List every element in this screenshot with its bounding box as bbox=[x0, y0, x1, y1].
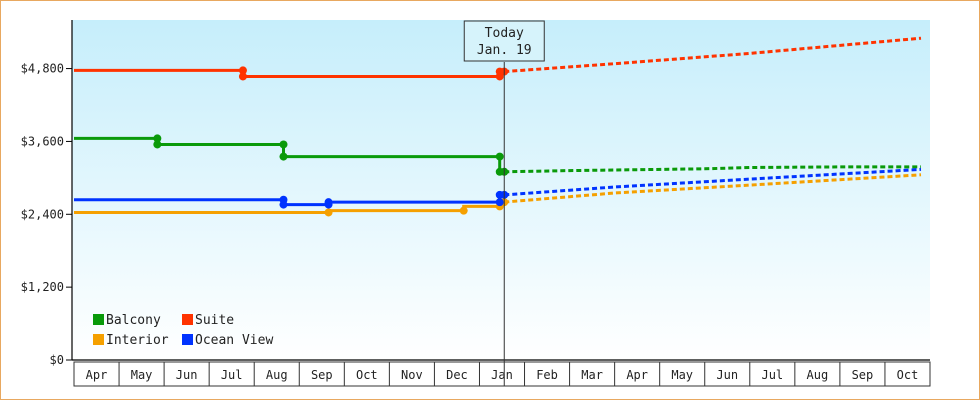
series-layer bbox=[74, 36, 922, 217]
legend-swatch-suite bbox=[182, 314, 193, 325]
x-tick-label: Dec bbox=[446, 368, 468, 382]
y-tick-label: $2,400 bbox=[21, 207, 64, 221]
data-point bbox=[153, 134, 162, 143]
y-axis: $0 $1,200 $2,400 $3,600 $4,800 bbox=[21, 20, 73, 367]
legend-label-balcony: Balcony bbox=[106, 313, 161, 328]
y-tick-label: $0 bbox=[50, 353, 64, 367]
data-point bbox=[279, 140, 288, 149]
today-date: Jan. 19 bbox=[477, 43, 532, 58]
today-label: Today bbox=[485, 26, 524, 41]
series-ocean-view bbox=[74, 167, 922, 209]
today-box bbox=[463, 20, 545, 62]
legend: Balcony Suite Interior Ocean View bbox=[93, 313, 273, 348]
legend-label-suite: Suite bbox=[195, 313, 234, 328]
series-suite bbox=[74, 36, 922, 81]
x-tick-label: Sep bbox=[311, 368, 333, 382]
data-point bbox=[459, 206, 468, 215]
x-tick-label: Jun bbox=[716, 368, 738, 382]
y-tick-label: $3,600 bbox=[21, 134, 64, 148]
x-tick-label: Nov bbox=[401, 368, 423, 382]
series-line-forecast bbox=[504, 167, 922, 197]
x-tick-label: Mar bbox=[581, 368, 603, 382]
today-marker: Today Jan. 19 bbox=[463, 20, 545, 386]
x-tick-label: Jul bbox=[761, 368, 783, 382]
legend-label-ocean-view: Ocean View bbox=[195, 333, 273, 348]
data-point bbox=[279, 152, 288, 161]
data-point bbox=[153, 140, 162, 149]
x-tick-label: Jun bbox=[176, 368, 198, 382]
data-point bbox=[324, 198, 333, 207]
x-tick-label: Aug bbox=[807, 368, 829, 382]
x-tick-label: Oct bbox=[356, 368, 378, 382]
y-tick-label: $4,800 bbox=[21, 62, 64, 76]
legend-label-interior: Interior bbox=[106, 333, 169, 348]
x-tick-label: Feb bbox=[536, 368, 558, 382]
data-point bbox=[324, 208, 333, 217]
x-axis-band bbox=[73, 361, 931, 387]
x-tick-label: Oct bbox=[897, 368, 919, 382]
y-tick-label: $1,200 bbox=[21, 280, 64, 294]
data-point bbox=[495, 152, 504, 161]
x-tick-label: Sep bbox=[852, 368, 874, 382]
series-line-forecast bbox=[504, 36, 922, 74]
x-axis: Apr May Jun Jul Aug Sep Oct Nov Dec Jan Feb Mar Apr M… bbox=[72, 359, 931, 387]
x-tick-label: Aug bbox=[266, 368, 288, 382]
x-tick-label: Jan bbox=[491, 368, 513, 382]
data-point bbox=[495, 198, 504, 207]
legend-swatch-ocean-view bbox=[182, 334, 193, 345]
legend-swatch-balcony bbox=[93, 314, 104, 325]
x-tick-label: Jul bbox=[221, 368, 243, 382]
series-balcony bbox=[74, 134, 921, 176]
series-line-forecast bbox=[504, 173, 922, 204]
x-tick-label: May bbox=[671, 368, 693, 382]
data-point bbox=[238, 66, 247, 75]
x-tick-label: May bbox=[131, 368, 153, 382]
x-tick-label: Apr bbox=[86, 368, 108, 382]
data-point bbox=[238, 72, 247, 81]
x-tick-label: Apr bbox=[626, 368, 648, 382]
legend-swatch-interior bbox=[93, 334, 104, 345]
data-point bbox=[279, 200, 288, 209]
